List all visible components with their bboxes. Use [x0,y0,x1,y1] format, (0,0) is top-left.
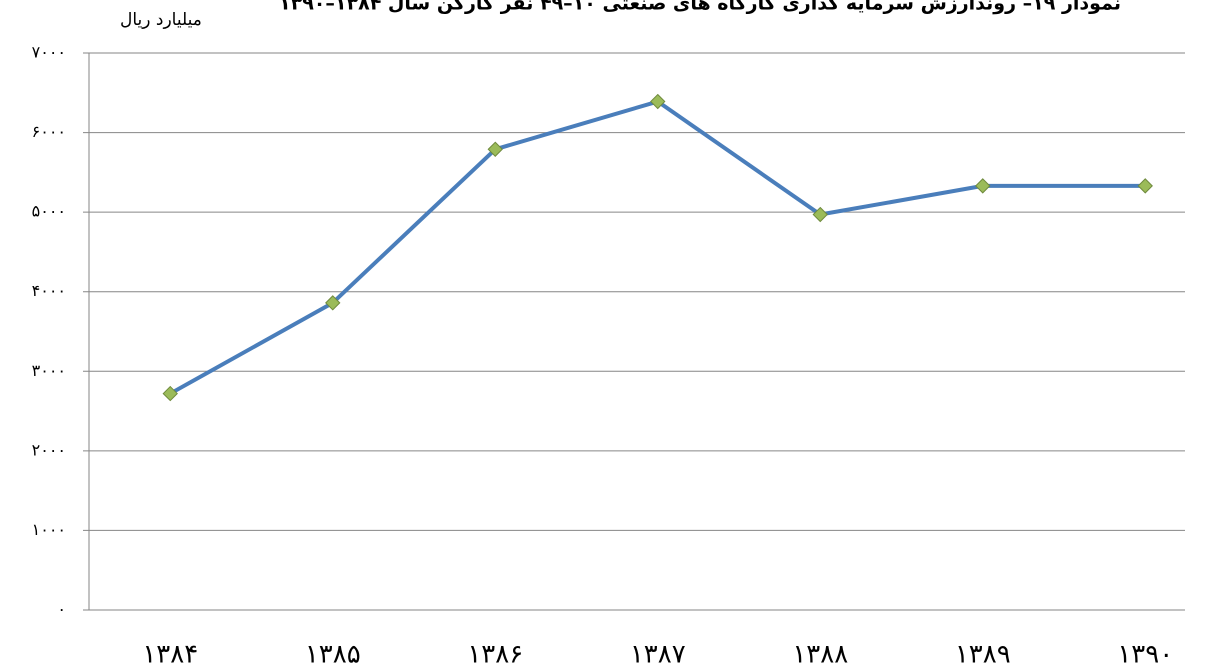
x-tick-label: ۱۳۸۹ [955,640,1011,668]
y-tick-label: ۶۰۰۰ [32,122,66,141]
marker [487,141,503,157]
x-tick-label: ۱۳۸۴ [142,640,198,668]
marker [650,93,666,110]
chart-title: نمودار ۱۹– روندارزش سرمایه گذاری کارگاه … [279,0,1121,15]
y-tick-label: ۷۰۰۰ [32,43,66,62]
line [169,99,1146,396]
y-tick-label: ۴۰۰۰ [32,281,66,300]
marker [1137,178,1153,194]
x-tick-label: ۱۳۸۵ [305,640,361,668]
marker [812,206,828,223]
y-tick-label: ۰ [57,600,66,619]
x-tick-label: ۱۳۸۷ [630,640,686,668]
x-tick-label: ۱۳۹۰ [1117,640,1173,668]
x-tick-label: ۱۳۸۶ [467,640,523,668]
y-tick-label: ۲۰۰۰ [32,440,66,459]
marker [325,295,341,311]
x-tick-label: ۱۳۸۸ [792,640,848,668]
y-tick-label: ۵۰۰۰ [32,202,66,221]
marker [162,385,178,402]
y-tick-label: ۳۰۰۰ [32,361,66,380]
y-tick-label: ۱۰۰۰ [32,520,66,539]
y-axis-label: میلیارد ریال [120,10,202,30]
marker [975,178,991,194]
